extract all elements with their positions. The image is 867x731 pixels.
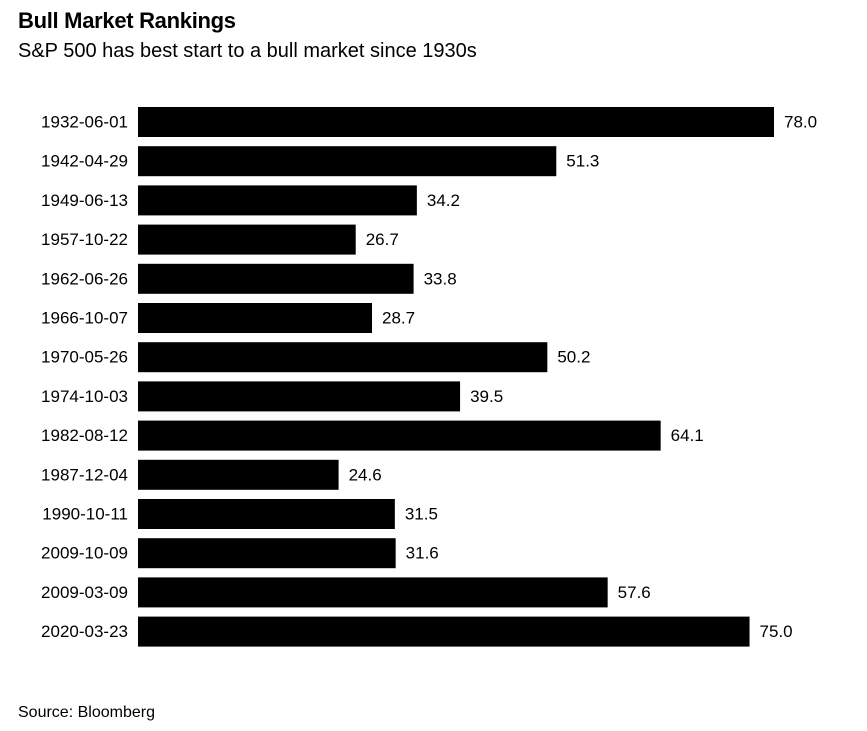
chart-subtitle: S&P 500 has best start to a bull market …: [18, 40, 477, 62]
category-label: 1987-12-04: [41, 465, 128, 484]
bar: [138, 146, 557, 177]
category-label: 1974-10-03: [41, 387, 128, 406]
bar: [138, 263, 414, 294]
category-label: 1957-10-22: [41, 230, 128, 249]
category-label: 2020-03-23: [41, 622, 128, 641]
value-label: 24.6: [349, 465, 382, 484]
value-label: 50.2: [557, 348, 590, 367]
bar: [138, 342, 548, 373]
value-label: 34.2: [427, 191, 460, 210]
bar: [138, 107, 774, 137]
value-label: 78.0: [784, 113, 817, 132]
value-label: 31.6: [406, 544, 439, 563]
category-label: 2009-10-09: [41, 544, 128, 563]
category-label: 2009-03-09: [41, 583, 128, 602]
bar: [138, 499, 395, 529]
value-label: 31.5: [405, 505, 438, 524]
value-label: 64.1: [671, 426, 704, 445]
category-label: 1970-05-26: [41, 348, 128, 367]
category-label: 1982-08-12: [41, 426, 128, 445]
chart-title: Bull Market Rankings: [18, 8, 236, 33]
bar: [138, 224, 356, 255]
bar-chart: 1932-06-01 78.0 1942-04-29 51.3 1949-06-13 34…: [41, 107, 817, 647]
bar: [138, 420, 661, 451]
value-label: 51.3: [566, 152, 599, 171]
value-label: 75.0: [760, 622, 793, 641]
bar: [138, 538, 396, 569]
bar: [138, 616, 750, 647]
value-label: 26.7: [366, 230, 399, 249]
value-label: 33.8: [424, 269, 457, 288]
bar: [138, 459, 339, 490]
value-label: 57.6: [618, 583, 651, 602]
bar: [138, 577, 608, 608]
category-label: 1962-06-26: [41, 269, 128, 288]
category-label: 1949-06-13: [41, 191, 128, 210]
bar: [138, 303, 373, 333]
category-label: 1942-04-29: [41, 152, 128, 171]
category-label: 1966-10-07: [41, 309, 128, 328]
value-label: 39.5: [470, 387, 503, 406]
value-label: 28.7: [382, 309, 415, 328]
bar: [138, 381, 461, 412]
category-label: 1932-06-01: [41, 113, 128, 132]
source-note: Source: Bloomberg: [18, 704, 155, 721]
bar: [138, 185, 417, 216]
category-label: 1990-10-11: [42, 505, 128, 524]
